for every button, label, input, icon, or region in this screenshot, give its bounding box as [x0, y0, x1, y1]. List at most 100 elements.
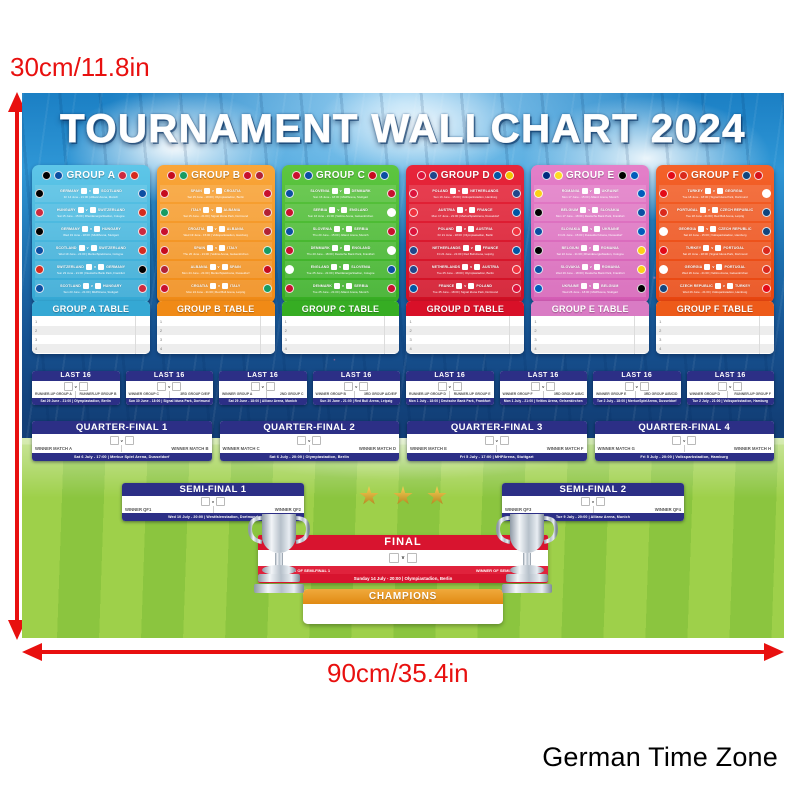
home-score-box[interactable] — [203, 188, 210, 195]
group-table-row[interactable]: 3 — [282, 335, 400, 344]
home-score-box[interactable] — [704, 188, 711, 195]
home-score-box[interactable] — [207, 245, 214, 252]
home-score-box[interactable] — [82, 226, 89, 233]
home-score-box[interactable] — [698, 226, 705, 233]
group-table-row[interactable]: 4 — [156, 344, 275, 353]
home-score-box[interactable] — [531, 381, 541, 391]
away-score-box[interactable] — [222, 283, 229, 290]
away-score-box[interactable] — [221, 264, 228, 271]
away-score-box[interactable] — [546, 381, 556, 391]
away-score-box[interactable] — [94, 226, 101, 233]
home-score-box[interactable] — [157, 381, 167, 391]
away-score-box[interactable] — [474, 264, 481, 271]
home-score-box[interactable] — [581, 264, 588, 271]
away-score-box[interactable] — [172, 381, 182, 391]
home-score-box[interactable] — [581, 283, 588, 290]
home-score-box[interactable] — [437, 381, 447, 391]
home-score-box[interactable] — [699, 207, 706, 214]
home-score-box[interactable] — [455, 226, 462, 233]
away-score-box[interactable] — [687, 435, 697, 445]
away-score-box[interactable] — [452, 381, 462, 391]
home-score-box[interactable] — [200, 496, 210, 506]
away-score-box[interactable] — [594, 226, 601, 233]
group-table-row[interactable]: 1 — [656, 317, 774, 326]
away-score-box[interactable] — [98, 264, 105, 271]
home-score-box[interactable] — [206, 226, 213, 233]
away-score-box[interactable] — [712, 207, 719, 214]
away-score-box[interactable] — [341, 207, 348, 214]
away-score-box[interactable] — [343, 188, 350, 195]
away-score-box[interactable] — [343, 264, 350, 271]
home-score-box[interactable] — [462, 264, 469, 271]
home-score-box[interactable] — [714, 283, 721, 290]
home-score-box[interactable] — [581, 188, 588, 195]
home-score-box[interactable] — [85, 264, 92, 271]
away-score-box[interactable] — [346, 283, 353, 290]
home-score-box[interactable] — [703, 245, 710, 252]
away-score-box[interactable] — [716, 188, 723, 195]
home-score-box[interactable] — [704, 264, 711, 271]
group-table-row[interactable]: 1 — [32, 317, 150, 326]
away-score-box[interactable] — [715, 245, 722, 252]
away-score-box[interactable] — [468, 283, 475, 290]
away-score-box[interactable] — [469, 207, 475, 214]
home-score-box[interactable] — [331, 264, 338, 271]
home-score-box[interactable] — [63, 381, 73, 391]
away-score-box[interactable] — [215, 207, 222, 214]
home-score-box[interactable] — [109, 435, 119, 445]
home-score-box[interactable] — [624, 381, 634, 391]
group-table-row[interactable]: 1 — [406, 317, 524, 326]
away-score-box[interactable] — [94, 283, 101, 290]
home-score-box[interactable] — [331, 188, 338, 195]
home-score-box[interactable] — [77, 207, 84, 214]
away-score-box[interactable] — [89, 207, 96, 214]
away-score-box[interactable] — [218, 226, 225, 233]
away-score-box[interactable] — [592, 245, 599, 252]
group-table-row[interactable]: 2 — [406, 326, 525, 335]
home-score-box[interactable] — [78, 245, 85, 252]
away-score-box[interactable] — [93, 188, 100, 195]
home-score-box[interactable] — [456, 207, 463, 214]
group-table-row[interactable]: 2 — [656, 326, 774, 335]
home-score-box[interactable] — [203, 207, 210, 214]
home-score-box[interactable] — [344, 381, 354, 391]
home-score-box[interactable] — [209, 283, 216, 290]
group-table-row[interactable]: 3 — [157, 335, 275, 344]
group-table-row[interactable]: 3 — [406, 335, 524, 344]
home-score-box[interactable] — [456, 283, 463, 290]
away-score-box[interactable] — [710, 226, 717, 233]
away-score-box[interactable] — [312, 435, 322, 445]
group-table-row[interactable]: 1 — [531, 317, 649, 326]
away-score-box[interactable] — [593, 188, 600, 195]
away-score-box[interactable] — [593, 264, 600, 271]
away-score-box[interactable] — [716, 264, 723, 271]
away-score-box[interactable] — [216, 496, 226, 506]
group-table-row[interactable]: 4 — [656, 344, 774, 353]
away-score-box[interactable] — [596, 496, 606, 506]
away-score-box[interactable] — [733, 381, 743, 391]
away-score-box[interactable] — [592, 207, 599, 214]
home-score-box[interactable] — [297, 435, 307, 445]
group-table-row[interactable]: 3 — [531, 335, 649, 344]
home-score-box[interactable] — [250, 381, 260, 391]
group-table-row[interactable]: 3 — [32, 335, 150, 344]
home-score-box[interactable] — [209, 264, 216, 271]
away-score-box[interactable] — [359, 381, 369, 391]
away-score-box[interactable] — [216, 188, 222, 195]
group-table-row[interactable]: 4 — [281, 344, 400, 353]
home-score-box[interactable] — [462, 245, 469, 252]
home-score-box[interactable] — [81, 188, 88, 195]
home-score-box[interactable] — [580, 496, 590, 506]
away-score-box[interactable] — [78, 381, 88, 391]
home-score-box[interactable] — [331, 245, 338, 252]
home-score-box[interactable] — [580, 207, 587, 214]
group-table-row[interactable]: 2 — [32, 326, 150, 335]
away-score-box[interactable] — [346, 226, 353, 233]
away-score-box[interactable] — [124, 435, 134, 445]
away-score-box[interactable] — [343, 245, 350, 252]
home-score-box[interactable] — [580, 245, 587, 252]
final-home-score-box[interactable] — [388, 553, 399, 563]
away-score-box[interactable] — [468, 226, 474, 233]
home-score-box[interactable] — [333, 283, 340, 290]
group-table-row[interactable]: 1 — [282, 317, 400, 326]
